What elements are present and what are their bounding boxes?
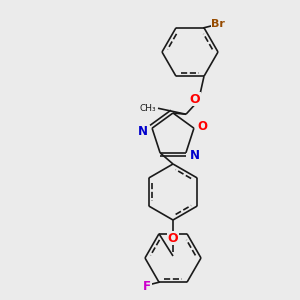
Text: O: O	[190, 93, 200, 106]
Text: N: N	[190, 149, 200, 162]
Text: F: F	[143, 280, 151, 293]
Text: Br: Br	[211, 19, 225, 29]
Text: CH₃: CH₃	[140, 104, 156, 113]
Text: O: O	[168, 232, 178, 244]
Text: O: O	[197, 120, 207, 133]
Text: N: N	[138, 125, 148, 138]
